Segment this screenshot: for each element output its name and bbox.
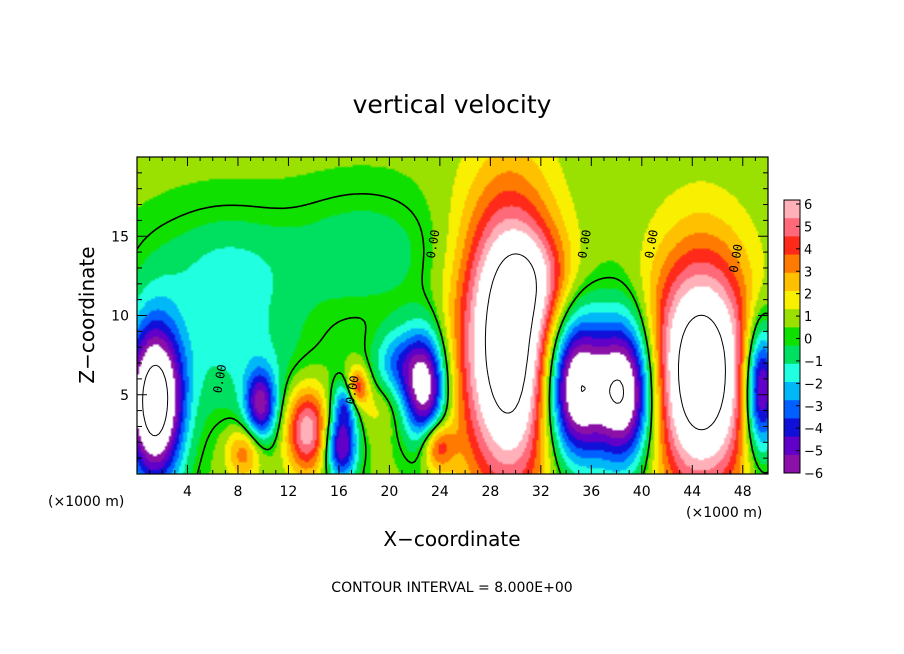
contour-label: 0.00 xyxy=(575,229,594,260)
colorbar-label: 1 xyxy=(804,310,812,325)
colorbar-label: −4 xyxy=(804,422,823,437)
colorbar-swatch xyxy=(784,200,800,219)
y-tick-label: 15 xyxy=(111,229,129,245)
colorbar-label: −2 xyxy=(804,377,823,392)
colorbar-frame xyxy=(783,199,801,474)
colorbar-swatch xyxy=(784,345,800,365)
colorbar-label: −3 xyxy=(804,400,823,415)
colorbar-label: −1 xyxy=(804,355,823,370)
colorbar-label: 0 xyxy=(804,333,812,348)
colorbar-swatch xyxy=(784,454,800,474)
heatmap-image xyxy=(137,157,768,474)
colorbar-swatch xyxy=(784,327,800,347)
contour-zero xyxy=(137,193,768,474)
x-tick-label: 4 xyxy=(183,484,192,500)
colorbar-swatch xyxy=(784,254,800,274)
x-tick-label: 36 xyxy=(582,484,600,500)
colorbar-swatch xyxy=(784,436,800,456)
colorbar-swatch xyxy=(784,418,800,438)
colorbar-swatch xyxy=(784,400,800,419)
colorbar-swatch xyxy=(784,309,800,328)
contour-interval-footer: CONTOUR INTERVAL = 8.000E+00 xyxy=(331,580,572,596)
y-axis-label: Z−coordinate xyxy=(75,246,99,383)
x-tick-label: 40 xyxy=(633,484,651,500)
colorbar-swatch xyxy=(784,382,800,401)
contour-label: 0.00 xyxy=(727,243,746,274)
colorbar-label: 5 xyxy=(804,220,812,235)
x-tick-label: 24 xyxy=(431,484,449,500)
colorbar-label: 3 xyxy=(804,265,812,280)
contour-negative xyxy=(142,364,624,437)
colorbar-swatch xyxy=(784,291,800,310)
x-tick-label: 28 xyxy=(481,484,499,500)
x-unit-left: (×1000 m) xyxy=(48,494,124,510)
y-axis-ticks: 5 10 15 xyxy=(111,172,768,459)
colorbar-label: 2 xyxy=(804,288,812,303)
x-tick-label: 12 xyxy=(280,484,298,500)
y-tick-label: 5 xyxy=(120,388,129,404)
x-tick-label: 44 xyxy=(683,484,701,500)
contour-label: 0.00 xyxy=(210,363,229,394)
contour-positive xyxy=(484,253,726,431)
colorbar-label: −6 xyxy=(804,467,823,482)
colorbar: 6 5 4 3 2 1 0 −1 −2 −3 −4 −5 −6 xyxy=(783,198,823,482)
colorbar-swatch xyxy=(784,363,800,383)
x-unit-right: (×1000 m) xyxy=(686,505,762,521)
contour-labels: 0.00 0.00 0.00 0.00 0.00 0.00 xyxy=(210,229,745,406)
colorbar-swatch xyxy=(784,218,800,237)
colorbar-swatch xyxy=(784,236,800,256)
contour-label: 0.00 xyxy=(424,229,443,260)
x-tick-label: 20 xyxy=(380,484,398,500)
x-tick-label: 48 xyxy=(734,484,752,500)
colorbar-label: 6 xyxy=(804,198,812,213)
heatmap-field xyxy=(137,157,768,474)
x-tick-label: 8 xyxy=(233,484,242,500)
x-tick-label: 16 xyxy=(330,484,348,500)
contour-label: 0.00 xyxy=(642,229,661,260)
colorbar-swatch xyxy=(784,272,800,292)
x-tick-label: 32 xyxy=(532,484,550,500)
contour-label: 0.00 xyxy=(343,374,362,405)
y-tick-label: 10 xyxy=(111,309,129,325)
colorbar-label: −5 xyxy=(804,445,823,460)
chart-title: vertical velocity xyxy=(353,90,552,119)
contour-lines xyxy=(137,193,768,474)
x-axis-label: X−coordinate xyxy=(383,527,520,551)
colorbar-label: 4 xyxy=(804,243,812,258)
x-axis-ticks: 4 8 12 16 20 24 28 32 36 40 44 48 xyxy=(149,157,756,500)
